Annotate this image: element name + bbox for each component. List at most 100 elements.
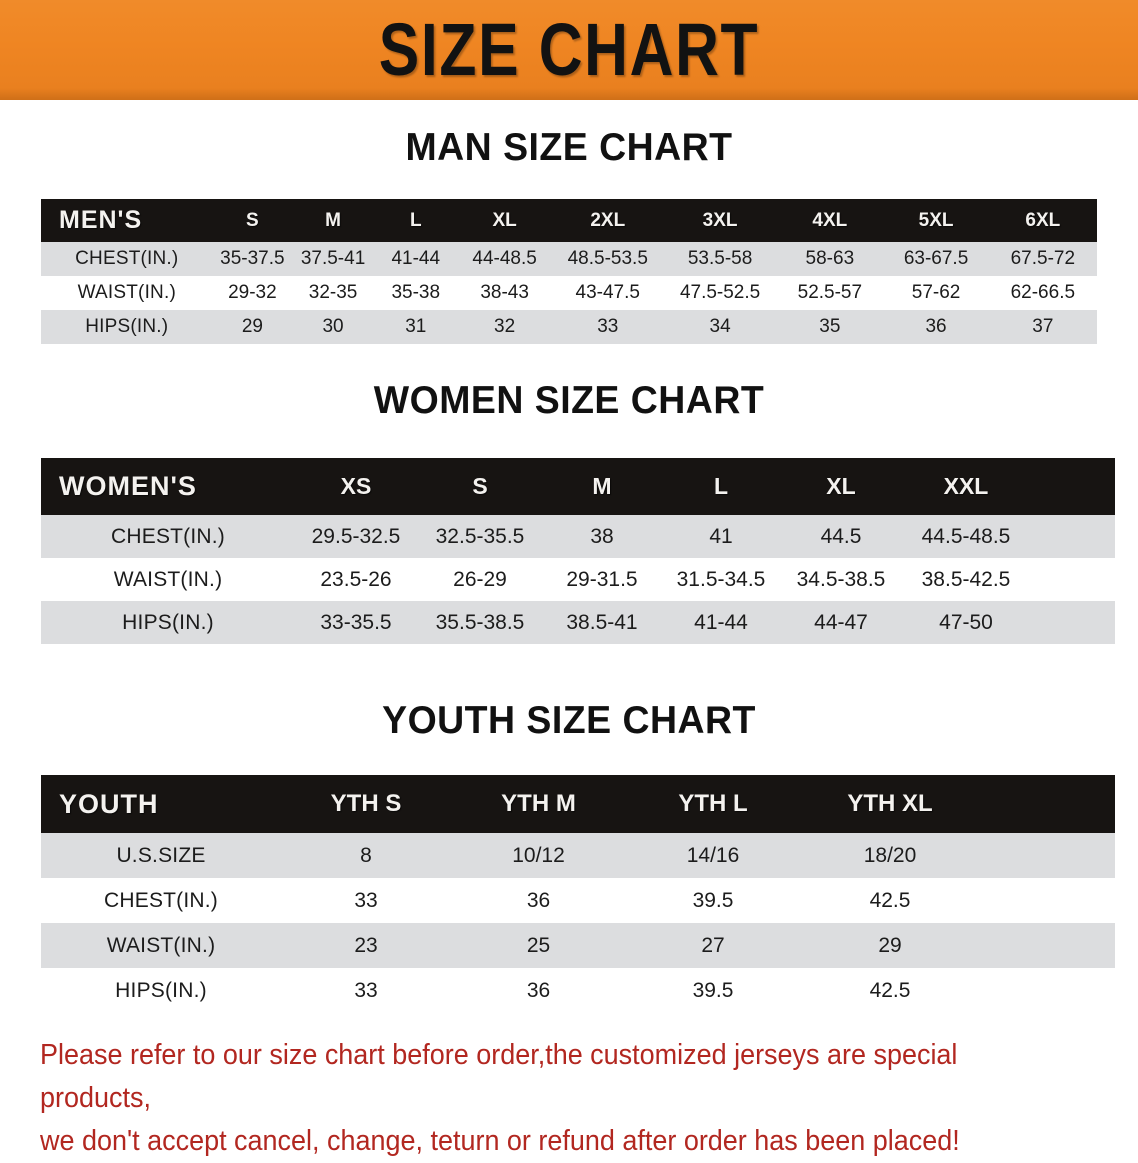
women-row-label-chest: CHEST(IN.) [111, 524, 225, 548]
table-cell-empty [980, 833, 1115, 878]
youth-col-filler [980, 775, 1115, 833]
women-col-xs: XS [340, 473, 372, 499]
table-cell: 27 [701, 933, 725, 957]
table-row: WAIST(IN.) 23 25 27 29 [41, 923, 1115, 968]
men-col-m: M [325, 209, 341, 231]
table-row: CHEST(IN.) 35-37.5 37.5-41 41-44 44-48.5… [41, 242, 1097, 276]
women-col-m: M [592, 473, 612, 499]
youth-section-title: YOUTH SIZE CHART [382, 699, 756, 742]
table-cell-empty [980, 923, 1115, 968]
table-cell: 14/16 [686, 843, 740, 867]
men-row-label-chest: CHEST(IN.) [75, 248, 179, 269]
table-cell: 57-62 [911, 282, 961, 303]
table-row: WAIST(IN.) 29-32 32-35 35-38 38-43 43-47… [41, 276, 1097, 310]
table-cell: 35-38 [391, 282, 441, 303]
women-table-body: CHEST(IN.) 29.5-32.5 32.5-35.5 38 41 44.… [41, 515, 1115, 644]
table-row: HIPS(IN.) 29 30 31 32 33 34 35 36 37 [41, 310, 1097, 344]
table-cell: 29 [241, 316, 263, 337]
table-cell: 35-37.5 [220, 248, 285, 269]
table-cell: 36 [526, 978, 551, 1002]
table-cell: 47-50 [939, 610, 993, 634]
men-size-table: MEN'S S M L XL 2XL 3XL 4XL 5XL 6XL CHEST… [41, 199, 1097, 344]
women-col-filler [1031, 458, 1115, 515]
table-cell: 37 [1032, 316, 1054, 337]
table-cell: 39.5 [692, 888, 734, 912]
men-col-5xl: 5XL [918, 209, 954, 231]
table-cell: 47.5-52.5 [679, 282, 761, 303]
table-cell-empty [980, 968, 1115, 1013]
disclaimer-text: Please refer to our size chart before or… [40, 1034, 1028, 1163]
men-corner-label: MEN'S [59, 206, 143, 234]
table-cell: 29-31.5 [566, 567, 638, 591]
youth-row-label-chest: CHEST(IN.) [104, 888, 218, 912]
women-col-xxl: XXL [943, 473, 989, 499]
table-cell: 33 [354, 888, 378, 912]
man-section-title: MAN SIZE CHART [405, 126, 733, 169]
women-size-table: WOMEN'S XS S M L XL XXL CHEST(IN.) 29.5-… [41, 458, 1115, 644]
page-banner: SIZE CHART [0, 0, 1138, 100]
men-col-s: S [246, 209, 259, 231]
table-cell: 39.5 [692, 978, 734, 1002]
youth-corner-label: YOUTH [59, 788, 159, 819]
table-row: HIPS(IN.) 33 36 39.5 42.5 [41, 968, 1115, 1013]
table-cell: 38.5-42.5 [921, 567, 1011, 591]
table-cell: 18/20 [863, 843, 917, 867]
youth-col-yth-l: YTH L [678, 790, 748, 817]
youth-col-yth-s: YTH S [330, 790, 402, 817]
table-cell: 38 [590, 524, 614, 548]
table-cell-empty [1031, 515, 1115, 558]
table-cell: 36 [526, 888, 551, 912]
table-cell: 58-63 [805, 248, 855, 269]
disclaimer-line-2: we don't accept cancel, change, teturn o… [40, 1124, 960, 1157]
table-header-row: WOMEN'S XS S M L XL XXL [41, 458, 1115, 515]
women-col-xl: XL [826, 473, 856, 499]
table-cell: 23.5-26 [320, 567, 392, 591]
table-cell: 29-32 [228, 282, 277, 303]
table-cell: 38-43 [480, 282, 529, 303]
table-cell: 34 [709, 316, 731, 337]
men-row-label-waist: WAIST(IN.) [77, 282, 176, 303]
youth-row-label-hips: HIPS(IN.) [115, 978, 207, 1002]
table-cell: 35.5-38.5 [435, 610, 525, 634]
men-col-6xl: 6XL [1025, 209, 1061, 231]
table-cell: 37.5-41 [300, 248, 366, 269]
table-cell: 52.5-57 [797, 282, 863, 303]
table-row: CHEST(IN.) 29.5-32.5 32.5-35.5 38 41 44.… [41, 515, 1115, 558]
table-row: CHEST(IN.) 33 36 39.5 42.5 [41, 878, 1115, 923]
table-cell: 33-35.5 [320, 610, 392, 634]
table-header-row: YOUTH YTH S YTH M YTH L YTH XL [41, 775, 1115, 833]
table-cell: 44.5 [820, 524, 862, 548]
youth-table-header: YOUTH YTH S YTH M YTH L YTH XL [41, 775, 1115, 833]
table-cell: 25 [526, 933, 551, 957]
table-cell: 36 [925, 316, 947, 337]
men-col-4xl: 4XL [812, 209, 848, 231]
table-cell: 41-44 [694, 610, 748, 634]
men-table-body: CHEST(IN.) 35-37.5 37.5-41 41-44 44-48.5… [41, 242, 1097, 344]
men-table-header: MEN'S S M L XL 2XL 3XL 4XL 5XL 6XL [41, 199, 1097, 242]
table-cell: 42.5 [869, 978, 911, 1002]
table-cell: 32-35 [308, 282, 358, 303]
table-cell: 41-44 [391, 248, 441, 269]
youth-row-label-us-size: U.S.SIZE [116, 843, 206, 867]
table-cell: 8 [360, 843, 372, 867]
table-cell: 33 [354, 978, 378, 1002]
youth-size-table: YOUTH YTH S YTH M YTH L YTH XL U.S.SIZE … [41, 775, 1115, 1013]
table-cell: 44.5-48.5 [921, 524, 1011, 548]
table-cell: 53.5-58 [687, 248, 753, 269]
table-row: WAIST(IN.) 23.5-26 26-29 29-31.5 31.5-34… [41, 558, 1115, 601]
men-col-3xl: 3XL [702, 209, 738, 231]
table-cell: 35 [819, 316, 841, 337]
table-row: HIPS(IN.) 33-35.5 35.5-38.5 38.5-41 41-4… [41, 601, 1115, 644]
table-cell: 33 [597, 316, 619, 337]
table-cell: 29 [878, 933, 902, 957]
table-cell-empty [980, 878, 1115, 923]
youth-col-yth-m: YTH M [501, 790, 576, 817]
table-cell: 48.5-53.5 [567, 248, 648, 269]
table-cell: 44-48.5 [472, 248, 537, 269]
men-row-label-hips: HIPS(IN.) [85, 316, 169, 337]
table-cell: 10/12 [512, 843, 565, 867]
table-cell: 43-47.5 [575, 282, 640, 303]
table-cell: 23 [354, 933, 378, 957]
disclaimer-line-1: Please refer to our size chart before or… [40, 1039, 958, 1114]
table-cell: 38.5-41 [566, 610, 638, 634]
